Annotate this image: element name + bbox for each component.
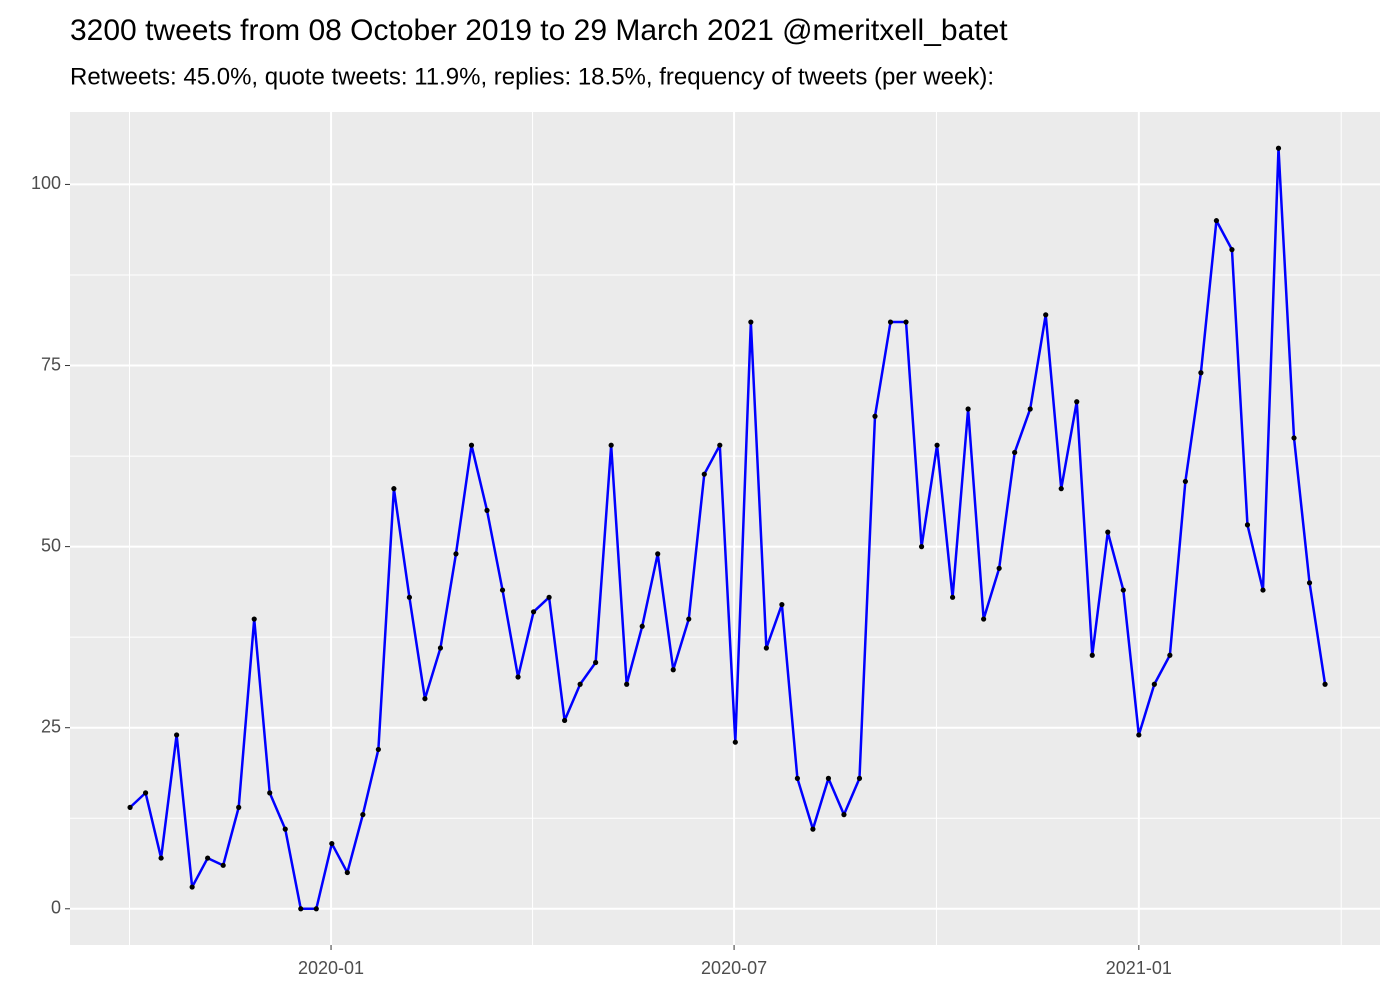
data-point: [189, 884, 195, 890]
data-point: [856, 775, 863, 782]
data-point: [810, 826, 816, 832]
y-tick-label: 0: [51, 898, 61, 918]
data-point: [453, 551, 459, 557]
series-line: [129, 146, 1327, 911]
data-point: [530, 609, 537, 615]
data-point: [282, 826, 288, 832]
data-point: [251, 616, 257, 622]
data-point: [1151, 681, 1157, 687]
data-point: [717, 442, 723, 448]
data-point: [996, 565, 1002, 571]
data-point: [1291, 435, 1297, 441]
data-point: [220, 862, 226, 868]
data-point: [344, 869, 350, 876]
y-tick-label: 100: [31, 173, 61, 193]
data-point: [1058, 486, 1064, 492]
data-point: [1105, 529, 1111, 535]
data-point: [1322, 681, 1328, 687]
data-point: [391, 486, 397, 492]
data-point: [872, 413, 878, 419]
data-point: [1229, 247, 1235, 253]
data-point: [1275, 145, 1282, 151]
data-point: [174, 732, 180, 738]
data-point: [624, 681, 630, 687]
data-point: [903, 319, 909, 325]
data-point: [887, 319, 894, 325]
data-point: [701, 471, 707, 477]
data-point: [329, 840, 335, 847]
data-point: [422, 696, 428, 702]
data-point: [1089, 652, 1095, 658]
data-point: [748, 319, 754, 325]
data-point: [1213, 218, 1220, 224]
data-point: [934, 442, 940, 448]
data-point: [515, 674, 521, 680]
data-point: [918, 544, 925, 550]
data-point: [236, 804, 242, 810]
x-tick-label: 2021-01: [1106, 958, 1172, 978]
data-point: [562, 717, 568, 724]
data-point: [499, 587, 506, 593]
data-point: [1027, 406, 1033, 412]
data-point: [763, 645, 769, 651]
chart-title: 3200 tweets from 08 October 2019 to 29 M…: [70, 14, 1008, 47]
data-point: [577, 681, 583, 687]
data-point: [468, 442, 475, 448]
x-tick-label: 2020-01: [298, 958, 364, 978]
data-point: [608, 442, 614, 448]
data-point: [1198, 370, 1204, 376]
data-point: [1120, 587, 1126, 593]
data-point: [313, 906, 319, 912]
x-tick-label: 2020-07: [701, 958, 767, 978]
data-point: [825, 775, 832, 782]
data-point: [484, 507, 490, 513]
data-point: [205, 855, 211, 861]
data-point: [127, 804, 133, 810]
data-point: [406, 594, 413, 600]
data-point: [1012, 449, 1018, 456]
y-tick-label: 50: [41, 535, 61, 555]
data-point: [375, 746, 381, 753]
y-tick-label: 25: [41, 716, 61, 736]
data-point: [670, 667, 676, 673]
data-point: [1182, 478, 1188, 485]
data-point: [841, 812, 847, 818]
data-point: [794, 775, 800, 782]
data-point: [360, 812, 366, 818]
data-point: [965, 406, 971, 412]
data-point: [158, 855, 164, 861]
data-point: [1244, 522, 1251, 528]
data-point: [1167, 652, 1173, 658]
data-point: [298, 906, 304, 912]
data-point: [437, 645, 444, 651]
data-point: [267, 790, 273, 796]
data-point: [1260, 587, 1266, 593]
data-point: [593, 659, 599, 666]
data-point: [546, 594, 552, 600]
data-point: [1074, 399, 1080, 405]
data-point: [981, 616, 987, 622]
y-tick-label: 75: [41, 354, 61, 374]
data-point: [1043, 312, 1049, 318]
data-point: [1136, 732, 1142, 738]
data-point: [655, 551, 661, 557]
data-point: [949, 594, 956, 600]
data-point: [732, 739, 738, 745]
chart-subtitle: Retweets: 45.0%, quote tweets: 11.9%, re…: [70, 63, 994, 90]
data-point: [142, 790, 149, 796]
data-point: [779, 601, 785, 608]
data-point: [686, 616, 692, 622]
data-point: [639, 623, 645, 629]
data-point: [1306, 580, 1313, 586]
